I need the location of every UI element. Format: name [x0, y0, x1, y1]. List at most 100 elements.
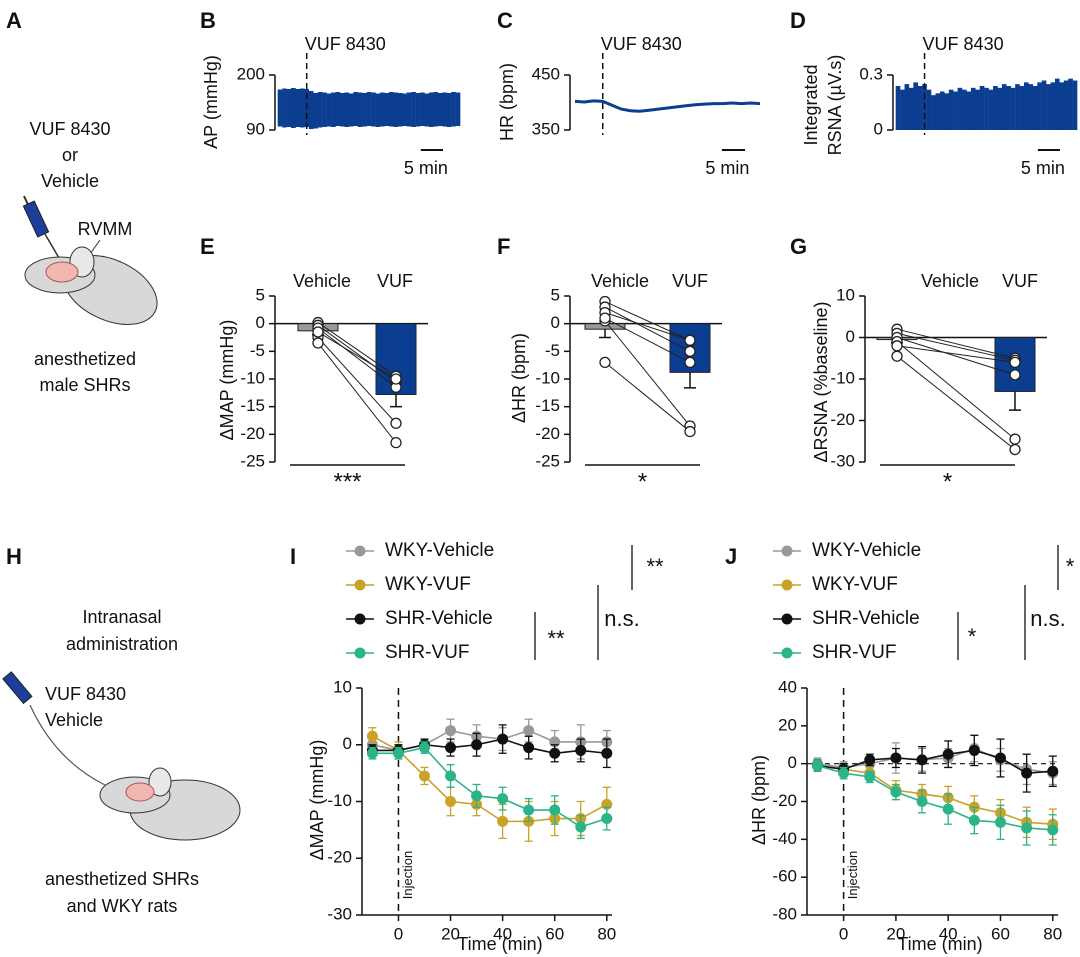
- data-point: [445, 725, 457, 737]
- significance: **: [547, 626, 565, 651]
- pair-line: [317, 331, 397, 380]
- individual-point: [1009, 443, 1021, 456]
- significance: *: [968, 624, 977, 649]
- y-tick-label: -10: [327, 791, 352, 810]
- data-point: [497, 815, 509, 827]
- legend-label: SHR-VUF: [812, 642, 896, 663]
- y-axis-label: ΔHR (bpm): [749, 755, 769, 845]
- data-point: [549, 747, 561, 759]
- pair-line: [604, 301, 691, 341]
- data-point: [419, 742, 430, 754]
- scale-bar-label: 5 min: [1021, 158, 1065, 178]
- y-axis-label: AP (mmHg): [201, 55, 221, 149]
- data-point: [916, 754, 928, 766]
- individual-point: [684, 356, 696, 369]
- y-tick-label: -60: [772, 867, 797, 886]
- individual-point: [390, 373, 402, 385]
- series-line: [817, 764, 1053, 825]
- category-label: VUF: [1002, 271, 1038, 291]
- y-axis-label: RSNA (µV.s): [825, 55, 845, 156]
- x-tick-label: 0: [839, 924, 848, 943]
- series-line: [372, 738, 607, 755]
- y-tick-label: 0: [551, 313, 560, 332]
- y-tick-label: 350: [532, 119, 560, 138]
- individual-point: [684, 334, 696, 346]
- rat-ear: [148, 767, 172, 797]
- data-point: [994, 752, 1006, 764]
- y-tick-label: -10: [830, 368, 855, 387]
- series-line: [372, 746, 608, 828]
- individual-point: [891, 340, 903, 352]
- data-point: [392, 747, 404, 759]
- series-line: [817, 747, 1053, 774]
- subject-label: anesthetized SHRs: [45, 869, 199, 889]
- schematic-h: Intranasal administration VUF 8430 Vehic…: [2, 607, 241, 916]
- pair-line: [604, 317, 691, 363]
- significance: *: [1066, 554, 1075, 579]
- tube: [29, 704, 106, 786]
- y-tick-label: -10: [535, 368, 560, 387]
- subject-label: male SHRs: [39, 375, 130, 395]
- panel-label: C: [497, 8, 513, 33]
- pair-line: [896, 332, 1016, 361]
- y-tick-label: -20: [535, 424, 560, 443]
- category-label: Vehicle: [293, 271, 351, 291]
- route-label: administration: [66, 634, 178, 654]
- legend-label: SHR-Vehicle: [812, 608, 920, 629]
- y-tick-label: 0: [874, 119, 883, 138]
- y-tick-label: 5: [256, 285, 265, 304]
- x-tick-label: 40: [939, 924, 958, 943]
- data-point: [445, 796, 457, 807]
- pair-line: [604, 306, 691, 352]
- pair-line: [896, 345, 1016, 363]
- panel-label: G: [790, 234, 807, 259]
- data-point: [942, 803, 954, 815]
- individual-point: [390, 436, 402, 449]
- panel-label: E: [200, 234, 215, 259]
- data-point: [1047, 765, 1059, 777]
- x-tick-label: 60: [991, 924, 1010, 943]
- pair-line: [604, 320, 691, 427]
- data-point: [523, 742, 535, 754]
- pair-line: [896, 337, 1016, 376]
- data-point: [523, 804, 535, 816]
- data-point: [366, 747, 378, 759]
- significance: n.s.: [1030, 606, 1065, 631]
- data-point: [864, 771, 876, 783]
- legend-marker: [354, 613, 366, 625]
- y-tick-label: -80: [772, 904, 797, 923]
- individual-point: [390, 417, 402, 429]
- y-tick-label: -15: [535, 396, 560, 415]
- y-tick-label: 90: [246, 119, 265, 138]
- significance: *: [943, 468, 952, 495]
- pair-line: [317, 322, 397, 377]
- annotation: VUF 8430: [923, 34, 1004, 54]
- data-point: [601, 747, 613, 759]
- y-tick-label: -10: [240, 368, 265, 387]
- y-tick-label: 20: [778, 715, 797, 734]
- data-point: [601, 813, 613, 825]
- x-tick-label: 80: [597, 924, 616, 943]
- pair-line: [317, 342, 397, 443]
- individual-point: [312, 326, 324, 338]
- series-line: [372, 729, 607, 752]
- data-point: [445, 770, 457, 782]
- syringe: [22, 200, 50, 238]
- pair-line: [896, 328, 1016, 359]
- legend-label: SHR-VUF: [385, 642, 469, 663]
- scale-bar-label: 5 min: [705, 158, 749, 178]
- x-tick-label: 0: [394, 924, 403, 943]
- y-axis-label: ΔHR (bpm): [509, 333, 529, 423]
- individual-point: [684, 345, 696, 357]
- x-axis-label: Time (min): [897, 934, 982, 954]
- y-axis-label: HR (bpm): [497, 63, 517, 141]
- y-tick-label: 5: [551, 285, 560, 304]
- y-tick-label: -40: [772, 829, 797, 848]
- y-tick-label: 10: [333, 677, 352, 696]
- pair-line: [604, 362, 691, 432]
- pair-line: [896, 341, 1016, 440]
- significance: **: [646, 554, 664, 579]
- route-label: Intranasal: [82, 607, 161, 627]
- significance: ***: [333, 468, 361, 495]
